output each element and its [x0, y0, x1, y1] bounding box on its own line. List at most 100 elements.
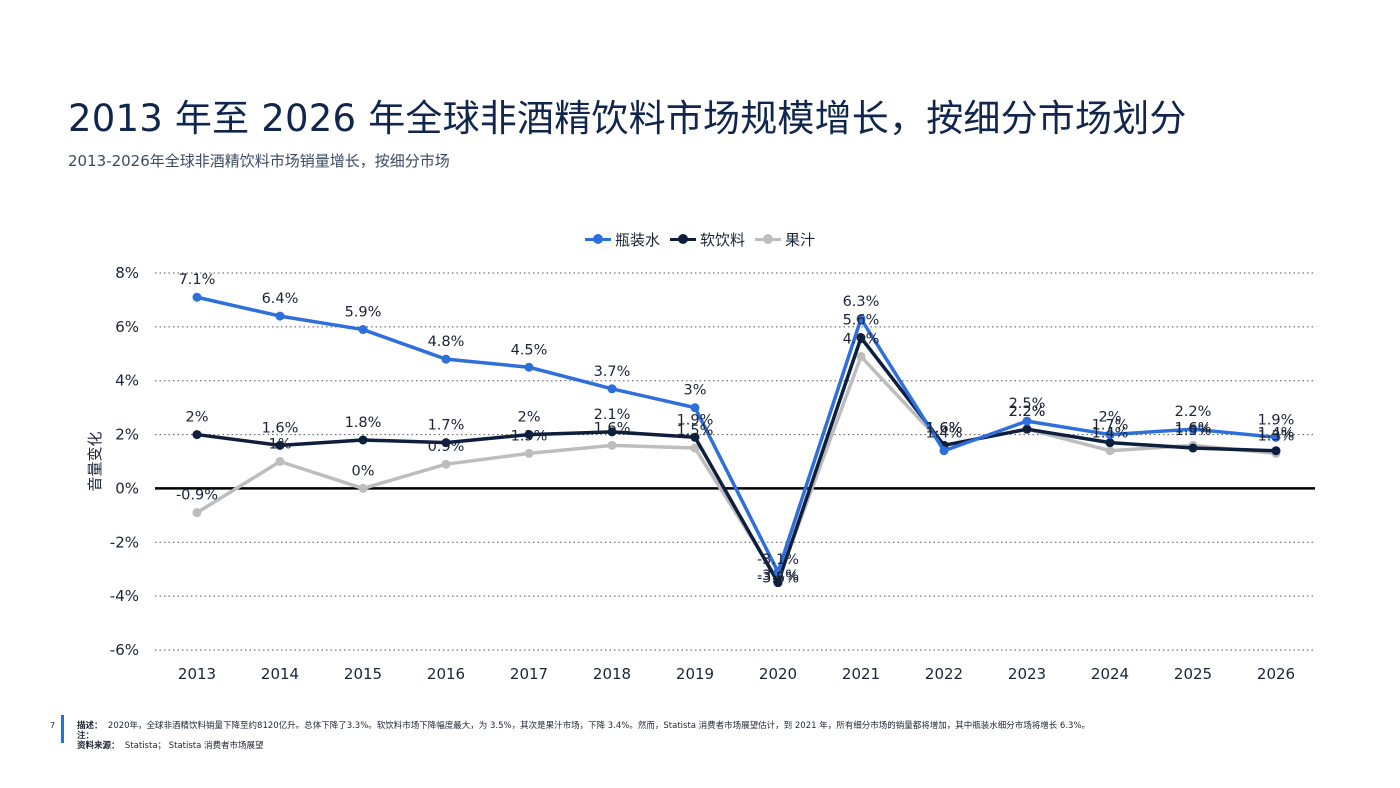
- data-label: 2.5%: [1009, 396, 1046, 412]
- data-label: 1.4%: [1092, 426, 1129, 442]
- data-point: [192, 430, 202, 440]
- data-label: 2.2%: [1009, 404, 1046, 420]
- data-label: 1.7%: [1092, 418, 1129, 434]
- data-label: 7.1%: [179, 272, 216, 288]
- data-label: -3.1%: [757, 552, 799, 568]
- line-chart: -6% -4% -2% 0% 2% 4% 6% 8% 音量变化 2013 2014 2015 2016 2…: [86, 264, 1315, 683]
- data-point: [773, 567, 783, 577]
- x-tick-label: 2024: [1091, 665, 1129, 683]
- data-label: 1%: [268, 437, 291, 453]
- footer-source: 资料来源： Statista； Statista 消费者市场展望: [77, 741, 1090, 751]
- data-point: [524, 362, 534, 372]
- x-tick-label: 2013: [178, 665, 216, 683]
- data-point: [275, 457, 285, 466]
- x-tick-label: 2014: [261, 665, 299, 683]
- y-tick-label: 2%: [115, 426, 139, 444]
- data-label: -3.4%: [757, 568, 799, 584]
- footer-source-label: 资料来源：: [77, 741, 120, 751]
- data-label: 0%: [351, 463, 374, 479]
- legend-item-bottled-water[interactable]: 瓶装水: [584, 229, 660, 250]
- data-point: [1105, 430, 1115, 440]
- data-point: [275, 311, 285, 321]
- data-label: 1.9%: [677, 412, 714, 428]
- footer-desc-label: 描述：: [77, 721, 103, 731]
- legend-label-bottled-water: 瓶装水: [614, 231, 660, 249]
- data-label: 1.6%: [926, 420, 963, 436]
- legend-item-soft-drinks[interactable]: 软饮料: [669, 229, 745, 250]
- data-label: 2%: [1098, 410, 1121, 426]
- data-label: 1.5%: [1175, 423, 1212, 439]
- footer-note-label: 注：: [77, 731, 95, 741]
- data-label: -0.9%: [176, 488, 218, 504]
- footer-desc-text: 2020年，全球非酒精饮料销量下降至约8120亿升。总体下降了3.3%。软饮料市…: [107, 721, 1091, 731]
- data-label: 6.3%: [843, 294, 880, 310]
- legend-label-soft-drinks: 软饮料: [699, 231, 745, 249]
- x-tick-label: 2018: [593, 665, 631, 683]
- x-tick-label: 2025: [1174, 665, 1212, 683]
- legend-label-juice: 果汁: [785, 231, 816, 249]
- data-point: [524, 448, 534, 458]
- data-label: 3%: [683, 383, 706, 399]
- footer-description: 描述： 2020年，全球非酒精饮料销量下降至约8120亿升。总体下降了3.3%。…: [77, 721, 1090, 731]
- data-point: [441, 438, 451, 448]
- x-tick-label: 2016: [427, 665, 465, 683]
- data-point: [441, 354, 451, 364]
- data-point: [607, 440, 617, 450]
- data-label: 2.1%: [594, 407, 631, 423]
- series-line: [196, 335, 1277, 585]
- data-point: [690, 432, 700, 442]
- legend-swatch-juice: [755, 234, 781, 244]
- data-label: 1.7%: [428, 418, 465, 434]
- series-line: [196, 295, 1277, 574]
- legend-item-juice[interactable]: 果汁: [755, 229, 815, 250]
- page-number: 7: [50, 721, 56, 730]
- x-tick-label: 2020: [759, 665, 797, 683]
- data-point: [524, 430, 534, 440]
- data-label: 0.9%: [428, 439, 465, 455]
- data-label: 1.4%: [926, 426, 963, 442]
- data-label: 1.3%: [511, 428, 548, 444]
- footer-accent-bar: [61, 715, 64, 743]
- data-label: 1.4%: [1258, 426, 1295, 442]
- data-label: 2%: [185, 410, 208, 426]
- footer-source-text: Statista； Statista 消费者市场展望: [124, 741, 264, 751]
- data-point: [1271, 432, 1281, 442]
- data-point: [1105, 446, 1115, 456]
- data-point: [441, 459, 451, 469]
- footer-notes: 描述： 2020年，全球非酒精饮料销量下降至约8120亿升。总体下降了3.3%。…: [77, 721, 1090, 751]
- data-point: [358, 325, 368, 335]
- data-label: 2.2%: [1175, 404, 1212, 420]
- data-label: -3.5%: [757, 571, 799, 587]
- data-point: [192, 292, 202, 302]
- data-label: 3.7%: [594, 364, 631, 380]
- data-label: 2%: [517, 410, 540, 426]
- y-tick-label: 4%: [115, 372, 139, 390]
- legend-swatch-soft-drinks: [669, 234, 696, 244]
- y-tick-label: -6%: [110, 641, 139, 659]
- x-tick-label: 2023: [1008, 665, 1046, 683]
- page-subtitle: 2013-2026年全球非酒精饮料市场销量增长，按细分市场: [68, 152, 450, 170]
- data-label: 1.6%: [594, 420, 631, 436]
- data-label: 2.2%: [1009, 404, 1046, 420]
- data-label: 1.6%: [262, 420, 299, 436]
- y-tick-label: 0%: [115, 479, 139, 497]
- data-point: [690, 443, 700, 453]
- y-tick-label: -2%: [110, 533, 139, 551]
- y-axis-label: 音量变化: [86, 431, 104, 491]
- data-point: [1188, 443, 1198, 453]
- data-point: [1022, 416, 1032, 426]
- y-tick-label: 8%: [115, 264, 139, 282]
- x-tick-label: 2019: [676, 665, 714, 683]
- x-tick-label: 2015: [344, 665, 382, 683]
- data-label: 5.9%: [345, 305, 382, 321]
- x-tick-label: 2017: [510, 665, 548, 683]
- data-label: 1.3%: [1258, 428, 1295, 444]
- data-point: [856, 333, 866, 343]
- data-label: 4.5%: [511, 342, 548, 358]
- footer-note: 注：: [77, 731, 1090, 741]
- data-point: [275, 440, 285, 450]
- y-tick-label: -4%: [110, 587, 139, 605]
- data-label: 1.8%: [345, 415, 382, 431]
- data-point: [773, 578, 783, 588]
- page-title: 2013 年至 2026 年全球非酒精饮料市场规模增长，按细分市场划分: [68, 97, 1187, 140]
